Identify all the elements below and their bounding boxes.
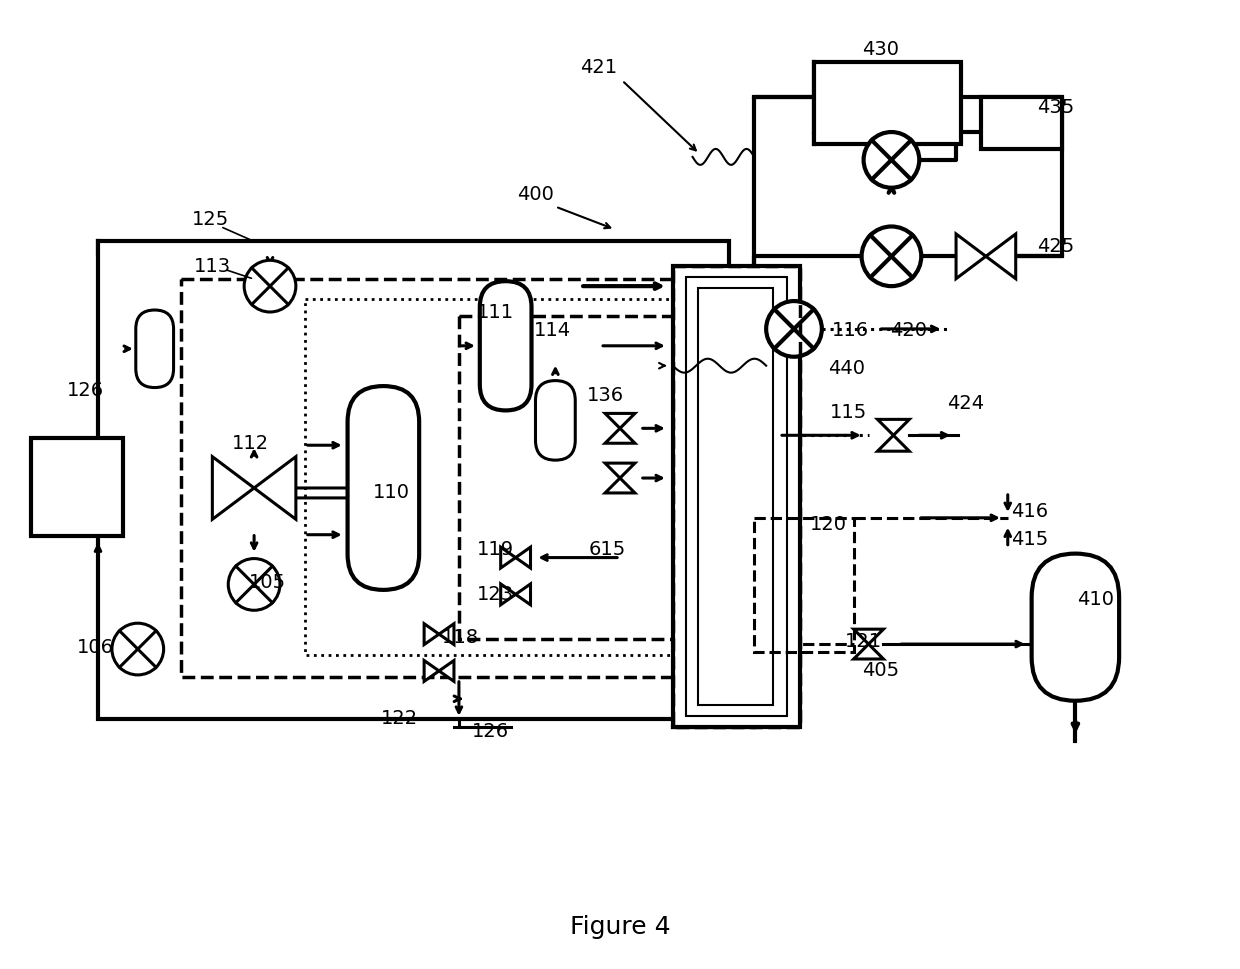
Circle shape bbox=[112, 623, 164, 674]
Bar bbox=[672, 266, 800, 727]
Text: 113: 113 bbox=[193, 257, 231, 276]
Text: 116: 116 bbox=[832, 322, 869, 340]
Polygon shape bbox=[516, 584, 531, 605]
Text: 410: 410 bbox=[1076, 590, 1114, 609]
Text: Figure 4: Figure 4 bbox=[569, 916, 671, 940]
Text: 421: 421 bbox=[579, 58, 616, 77]
FancyBboxPatch shape bbox=[536, 381, 575, 460]
Polygon shape bbox=[439, 661, 454, 681]
Polygon shape bbox=[439, 624, 454, 644]
Text: 435: 435 bbox=[1037, 98, 1074, 116]
Text: 615: 615 bbox=[589, 540, 626, 559]
Text: 136: 136 bbox=[587, 386, 624, 405]
Polygon shape bbox=[853, 644, 883, 659]
Bar bbox=[754, 517, 853, 652]
Text: 122: 122 bbox=[381, 709, 418, 728]
Bar bbox=[813, 62, 961, 144]
FancyBboxPatch shape bbox=[1032, 553, 1120, 701]
Text: 119: 119 bbox=[477, 540, 515, 559]
Polygon shape bbox=[212, 456, 254, 519]
Polygon shape bbox=[956, 234, 986, 279]
Text: 425: 425 bbox=[1037, 236, 1074, 256]
Bar bbox=[698, 288, 773, 704]
Text: 400: 400 bbox=[517, 185, 554, 204]
Text: 126: 126 bbox=[472, 722, 510, 741]
Bar bbox=[686, 277, 787, 716]
Text: 114: 114 bbox=[534, 322, 570, 340]
Text: 125: 125 bbox=[192, 210, 229, 229]
Text: 123: 123 bbox=[477, 585, 515, 604]
FancyBboxPatch shape bbox=[480, 281, 532, 411]
Polygon shape bbox=[254, 456, 296, 519]
Text: 111: 111 bbox=[477, 303, 515, 323]
Text: 118: 118 bbox=[443, 628, 480, 646]
Text: 420: 420 bbox=[890, 322, 926, 340]
Bar bbox=[459, 316, 676, 640]
Text: 405: 405 bbox=[862, 662, 899, 680]
Text: 120: 120 bbox=[810, 516, 847, 534]
Text: 105: 105 bbox=[248, 573, 285, 592]
Text: 440: 440 bbox=[828, 359, 866, 378]
Polygon shape bbox=[605, 463, 635, 478]
Circle shape bbox=[863, 132, 919, 188]
Polygon shape bbox=[605, 478, 635, 493]
Text: 112: 112 bbox=[232, 434, 269, 453]
Bar bbox=[98, 241, 729, 719]
Text: 115: 115 bbox=[830, 403, 867, 422]
Circle shape bbox=[244, 261, 296, 312]
Text: 416: 416 bbox=[1011, 502, 1048, 521]
Circle shape bbox=[228, 558, 280, 610]
Text: 126: 126 bbox=[67, 381, 104, 400]
Polygon shape bbox=[501, 547, 516, 568]
Polygon shape bbox=[605, 414, 635, 428]
Polygon shape bbox=[986, 234, 1016, 279]
Circle shape bbox=[766, 301, 822, 357]
Text: 106: 106 bbox=[77, 638, 114, 657]
Text: 121: 121 bbox=[844, 632, 882, 650]
Text: 424: 424 bbox=[947, 394, 985, 413]
Polygon shape bbox=[605, 428, 635, 443]
Text: 430: 430 bbox=[862, 40, 899, 59]
FancyBboxPatch shape bbox=[347, 386, 419, 590]
Polygon shape bbox=[516, 547, 531, 568]
Circle shape bbox=[862, 227, 921, 286]
Text: 415: 415 bbox=[1011, 530, 1048, 549]
Polygon shape bbox=[501, 584, 516, 605]
Text: 110: 110 bbox=[373, 484, 409, 503]
FancyBboxPatch shape bbox=[136, 310, 174, 388]
Bar bbox=[305, 299, 681, 655]
Polygon shape bbox=[424, 661, 439, 681]
Polygon shape bbox=[853, 629, 883, 644]
Polygon shape bbox=[878, 420, 909, 435]
Bar bbox=[672, 266, 800, 727]
Polygon shape bbox=[878, 435, 909, 452]
Bar bbox=[31, 438, 123, 536]
Bar bbox=[181, 279, 725, 677]
Bar bbox=[981, 97, 1063, 149]
Polygon shape bbox=[424, 624, 439, 644]
